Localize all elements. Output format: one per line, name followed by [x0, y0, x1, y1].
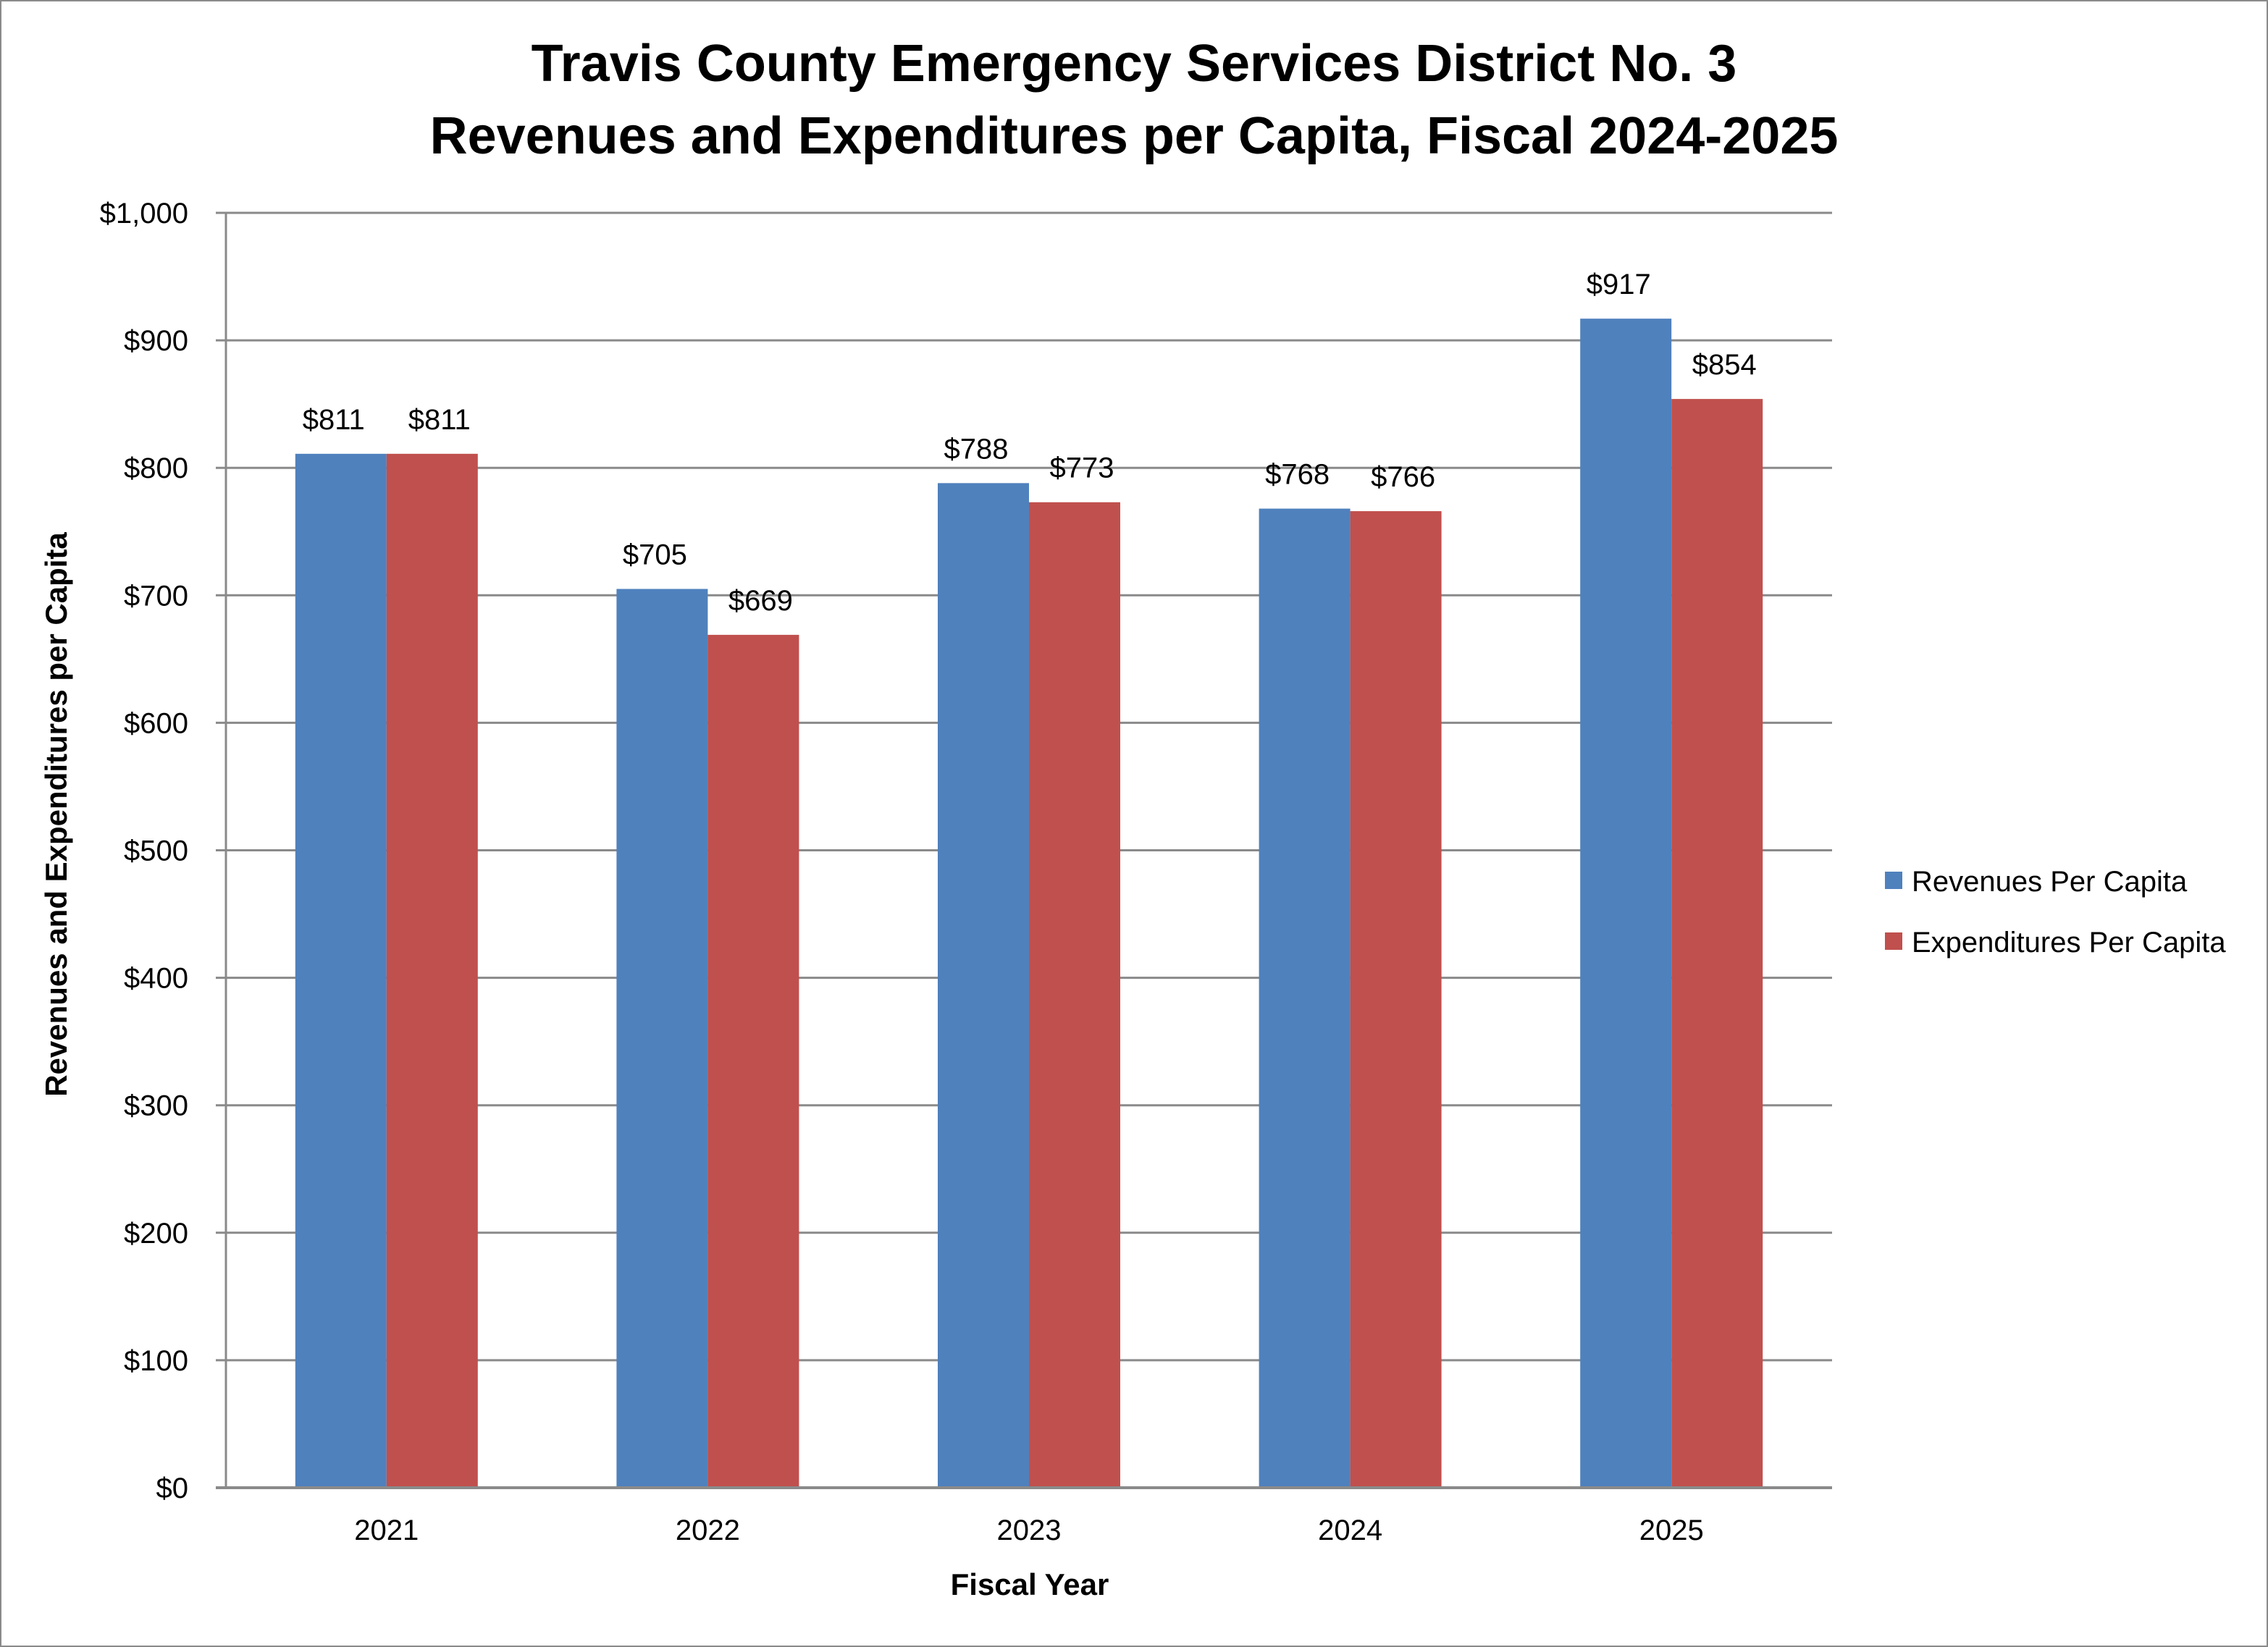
data-labels: $811 $811 $705 $669 $788 $773 $768 $766 $917 $854 [303, 269, 1757, 617]
data-label-expenditures-2024: $766 [1371, 461, 1435, 493]
data-label-expenditures-2022: $669 [728, 585, 793, 617]
y-tick-label: $0 [156, 1473, 189, 1504]
bar-revenues-2021 [295, 453, 387, 1488]
chart-title: Travis County Emergency Services Distric… [430, 35, 1839, 165]
x-axis-ticks: 2021 2022 2023 2024 2025 [354, 1515, 1703, 1546]
legend-item-expenditures: Expenditures Per Capita [1885, 927, 2226, 959]
chart-title-line-1: Travis County Emergency Services Distric… [532, 35, 1737, 93]
bar-expenditures-2021 [386, 453, 478, 1488]
x-axis-title: Fiscal Year [951, 1567, 1109, 1601]
y-tick-label: $600 [124, 707, 188, 739]
bar-expenditures-2022 [707, 634, 799, 1488]
y-tick-label: $200 [124, 1218, 188, 1250]
x-tick-label: 2025 [1639, 1515, 1704, 1546]
legend-swatch [1885, 932, 1902, 950]
data-label-revenues-2022: $705 [623, 539, 687, 570]
y-axis-ticks: $0 $100 $200 $300 $400 $500 $600 $700 $800 $900 $1… [100, 198, 188, 1504]
axes [216, 213, 1832, 1489]
data-label-revenues-2021: $811 [303, 404, 365, 436]
bar-expenditures-2023 [1029, 502, 1120, 1488]
legend-item-revenues: Revenues Per Capita [1885, 866, 2188, 898]
x-tick-label: 2024 [1318, 1515, 1382, 1546]
bar-expenditures-2024 [1350, 511, 1442, 1488]
y-tick-label: $900 [124, 325, 188, 357]
chart-title-line-2: Revenues and Expenditures per Capita, Fi… [430, 107, 1839, 165]
y-tick-label: $800 [124, 452, 188, 484]
legend-label: Revenues Per Capita [1912, 866, 2188, 898]
data-label-expenditures-2025: $854 [1692, 349, 1757, 381]
y-tick-label: $500 [124, 835, 188, 867]
y-tick-label: $300 [124, 1090, 188, 1122]
y-axis-title: Revenues and Expenditures per Capita [39, 532, 73, 1097]
bar-revenues-2023 [938, 483, 1029, 1488]
x-tick-label: 2023 [997, 1515, 1062, 1546]
legend: Revenues Per Capita Expenditures Per Capi… [1885, 866, 2226, 959]
legend-swatch [1885, 872, 1902, 889]
x-tick-label: 2022 [676, 1515, 740, 1546]
data-label-revenues-2024: $768 [1265, 459, 1330, 491]
y-tick-label: $400 [124, 963, 188, 995]
bar-revenues-2022 [616, 589, 708, 1488]
x-tick-label: 2021 [354, 1515, 419, 1546]
data-label-expenditures-2021: $811 [408, 404, 471, 436]
bar-revenues-2024 [1259, 508, 1351, 1488]
legend-label: Expenditures Per Capita [1912, 927, 2226, 959]
y-tick-label: $700 [124, 580, 188, 612]
y-tick-label: $100 [124, 1345, 188, 1377]
data-label-expenditures-2023: $773 [1050, 452, 1114, 484]
bar-revenues-2025 [1580, 319, 1672, 1488]
data-label-revenues-2023: $788 [944, 433, 1009, 465]
data-label-revenues-2025: $917 [1587, 269, 1651, 300]
bars [295, 319, 1763, 1488]
bar-expenditures-2025 [1671, 399, 1763, 1488]
y-tick-label: $1,000 [100, 198, 188, 229]
